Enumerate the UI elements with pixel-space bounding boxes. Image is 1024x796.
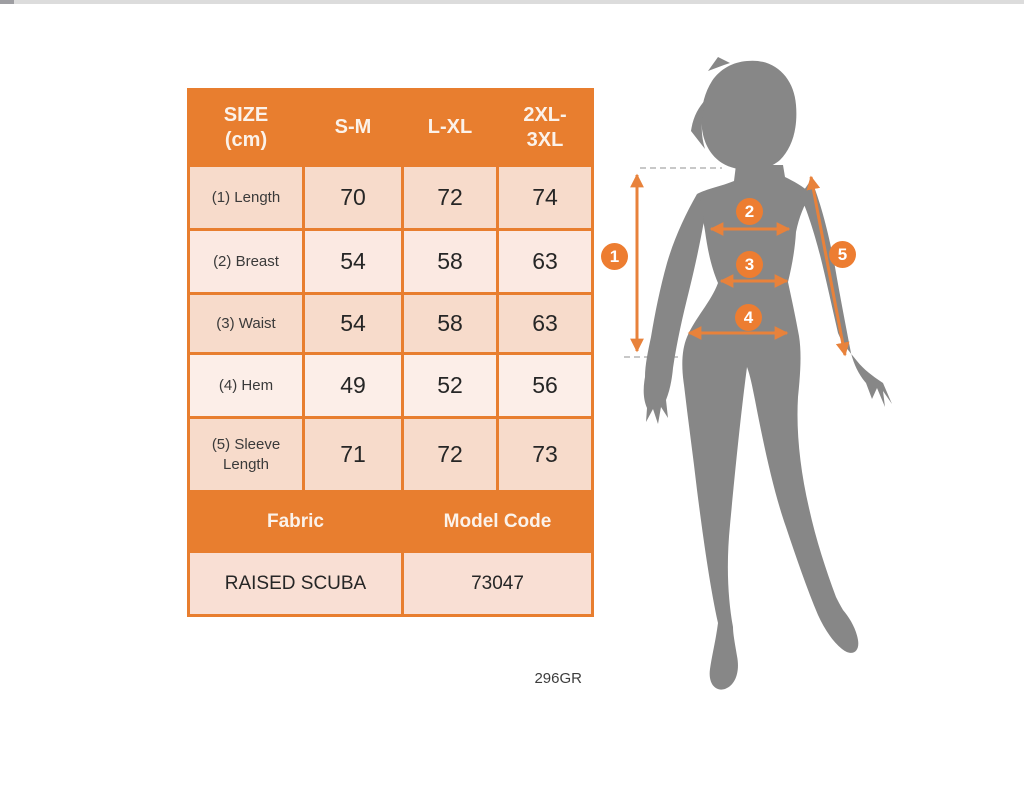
measurement-badge-2: 2 [736, 198, 763, 225]
fabric-value-row: RAISED SCUBA 73047 [187, 550, 594, 617]
length-sm: 70 [302, 164, 404, 231]
measurement-badge-5: 5 [829, 241, 856, 268]
left-arm-silhouette [643, 194, 704, 424]
breast-lxl: 58 [401, 228, 499, 295]
body-silhouette [643, 57, 892, 690]
table-row-breast: (2) Breast 54 58 63 [187, 228, 594, 295]
length-lxl: 72 [401, 164, 499, 231]
torso-legs-silhouette [682, 165, 859, 690]
table-row-hem: (4) Hem 49 52 56 [187, 352, 594, 419]
fabric-value: RAISED SCUBA [187, 550, 404, 617]
row-label-waist: (3) Waist [187, 292, 305, 355]
hair-wisp [691, 57, 730, 149]
header-size-line2: (cm) [224, 128, 268, 151]
measurement-badge-1: 1 [601, 243, 628, 270]
waist-sm: 54 [302, 292, 404, 355]
table-row-sleeve: (5) Sleeve Length 71 72 73 [187, 416, 594, 493]
breast-2xl3xl: 63 [496, 228, 594, 295]
header-size-cm: SIZE (cm) [187, 88, 305, 167]
fabric-header-row: Fabric Model Code [187, 490, 594, 553]
waist-lxl: 58 [401, 292, 499, 355]
sleeve-lxl: 72 [401, 416, 499, 493]
hem-lxl: 52 [401, 352, 499, 419]
model-code-header: Model Code [401, 490, 594, 553]
measurement-arrow-5 [806, 175, 850, 357]
sleeve-2xl3xl: 73 [496, 416, 594, 493]
row-label-sleeve: (5) Sleeve Length [187, 416, 305, 493]
table-row-length: (1) Length 70 72 74 [187, 164, 594, 231]
waist-2xl3xl: 63 [496, 292, 594, 355]
length-2xl3xl: 74 [496, 164, 594, 231]
header-s-m: S-M [302, 88, 404, 167]
measurement-badge-3: 3 [736, 251, 763, 278]
top-border-line [0, 0, 1024, 4]
table-row-waist: (3) Waist 54 58 63 [187, 292, 594, 355]
top-border-accent [0, 0, 14, 4]
row-label-hem: (4) Hem [187, 352, 305, 419]
right-arm-silhouette [800, 179, 892, 407]
hem-2xl3xl: 56 [496, 352, 594, 419]
model-code-value: 73047 [401, 550, 594, 617]
header-size-line1: SIZE [223, 103, 269, 126]
head-silhouette [701, 60, 797, 170]
header-2xl-3xl: 2XL- 3XL [496, 88, 594, 167]
body-silhouette-svg [624, 57, 892, 690]
row-label-breast: (2) Breast [187, 228, 305, 295]
weight-note: 296GR [534, 670, 582, 687]
size-chart-table: SIZE (cm) S-M L-XL 2XL- 3XL (1) Length 7… [187, 88, 594, 617]
sleeve-sm: 71 [302, 416, 404, 493]
measurement-figure: 1 2 3 4 5 [600, 55, 920, 705]
size-table-header-row: SIZE (cm) S-M L-XL 2XL- 3XL [187, 88, 594, 167]
fabric-header: Fabric [187, 490, 404, 553]
measurement-arrows [630, 173, 850, 357]
row-label-length: (1) Length [187, 164, 305, 231]
breast-sm: 54 [302, 228, 404, 295]
measurement-badge-4: 4 [735, 304, 762, 331]
header-l-xl: L-XL [401, 88, 499, 167]
hem-sm: 49 [302, 352, 404, 419]
